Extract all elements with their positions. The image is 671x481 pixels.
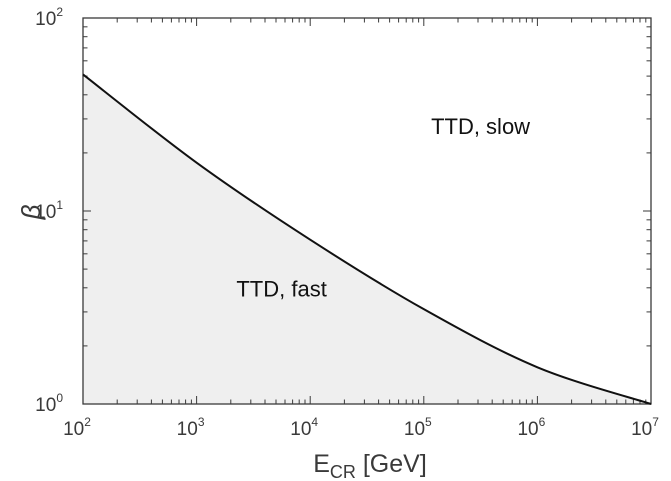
x-axis-label-rest: [GeV] bbox=[356, 450, 427, 478]
x-tick-base: 10 bbox=[290, 419, 311, 440]
slow-region-label: TTD, slow bbox=[431, 114, 530, 139]
x-tick-label: 102 bbox=[63, 415, 91, 440]
x-tick-label: 104 bbox=[290, 415, 318, 440]
x-tick-exp: 3 bbox=[198, 415, 205, 429]
x-tick-label: 105 bbox=[404, 415, 432, 440]
y-tick-label: 101 bbox=[35, 198, 63, 223]
x-tick-label: 103 bbox=[177, 415, 205, 440]
y-tick-exp: 1 bbox=[56, 198, 63, 212]
x-axis-label-main: E bbox=[313, 450, 330, 478]
x-tick-base: 10 bbox=[177, 419, 198, 440]
x-tick-exp: 6 bbox=[539, 415, 546, 429]
y-tick-base: 10 bbox=[35, 395, 56, 416]
x-tick-exp: 4 bbox=[311, 415, 318, 429]
x-tick-label: 107 bbox=[631, 415, 659, 440]
x-tick-label: 106 bbox=[517, 415, 545, 440]
y-tick-exp: 0 bbox=[56, 391, 63, 405]
annotations: TTD, slow TTD, fast bbox=[236, 114, 530, 301]
y-tick-label: 100 bbox=[35, 391, 63, 416]
fast-region-fill bbox=[83, 74, 651, 404]
x-tick-base: 10 bbox=[517, 419, 538, 440]
x-tick-exp: 7 bbox=[652, 415, 659, 429]
fast-region-label: TTD, fast bbox=[236, 277, 326, 302]
plot-area bbox=[82, 17, 652, 405]
x-axis-label: ECR [GeV] bbox=[313, 450, 427, 481]
x-tick-exp: 2 bbox=[84, 415, 91, 429]
y-axis-label: β bbox=[16, 204, 46, 220]
y-tick-base: 10 bbox=[35, 202, 56, 223]
x-tick-base: 10 bbox=[63, 419, 84, 440]
x-axis-label-sub: CR bbox=[330, 462, 356, 481]
x-tick-base: 10 bbox=[404, 419, 425, 440]
y-tick-label: 102 bbox=[35, 5, 63, 30]
x-tick-exp: 5 bbox=[425, 415, 432, 429]
y-tick-base: 10 bbox=[35, 9, 56, 30]
x-tick-labels: 102 103 104 105 106 107 bbox=[63, 415, 659, 440]
x-tick-base: 10 bbox=[631, 419, 652, 440]
y-tick-exp: 2 bbox=[56, 5, 63, 19]
beta-curve bbox=[82, 73, 652, 405]
